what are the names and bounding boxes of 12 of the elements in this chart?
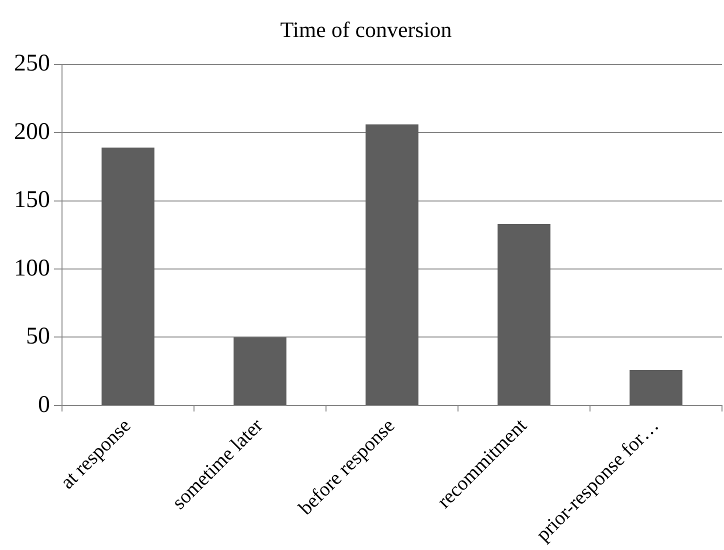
bar <box>366 124 418 405</box>
bar <box>498 224 550 405</box>
y-tick-label: 100 <box>14 255 50 282</box>
chart-title: Time of conversion <box>280 16 452 42</box>
y-tick-label: 200 <box>14 118 50 145</box>
bar <box>234 337 286 405</box>
y-tick-label: 250 <box>14 50 50 77</box>
y-tick-label: 150 <box>14 187 50 214</box>
bar <box>630 370 682 405</box>
bar <box>102 148 154 405</box>
y-tick-label: 0 <box>38 392 50 418</box>
y-tick-label: 50 <box>26 324 50 350</box>
